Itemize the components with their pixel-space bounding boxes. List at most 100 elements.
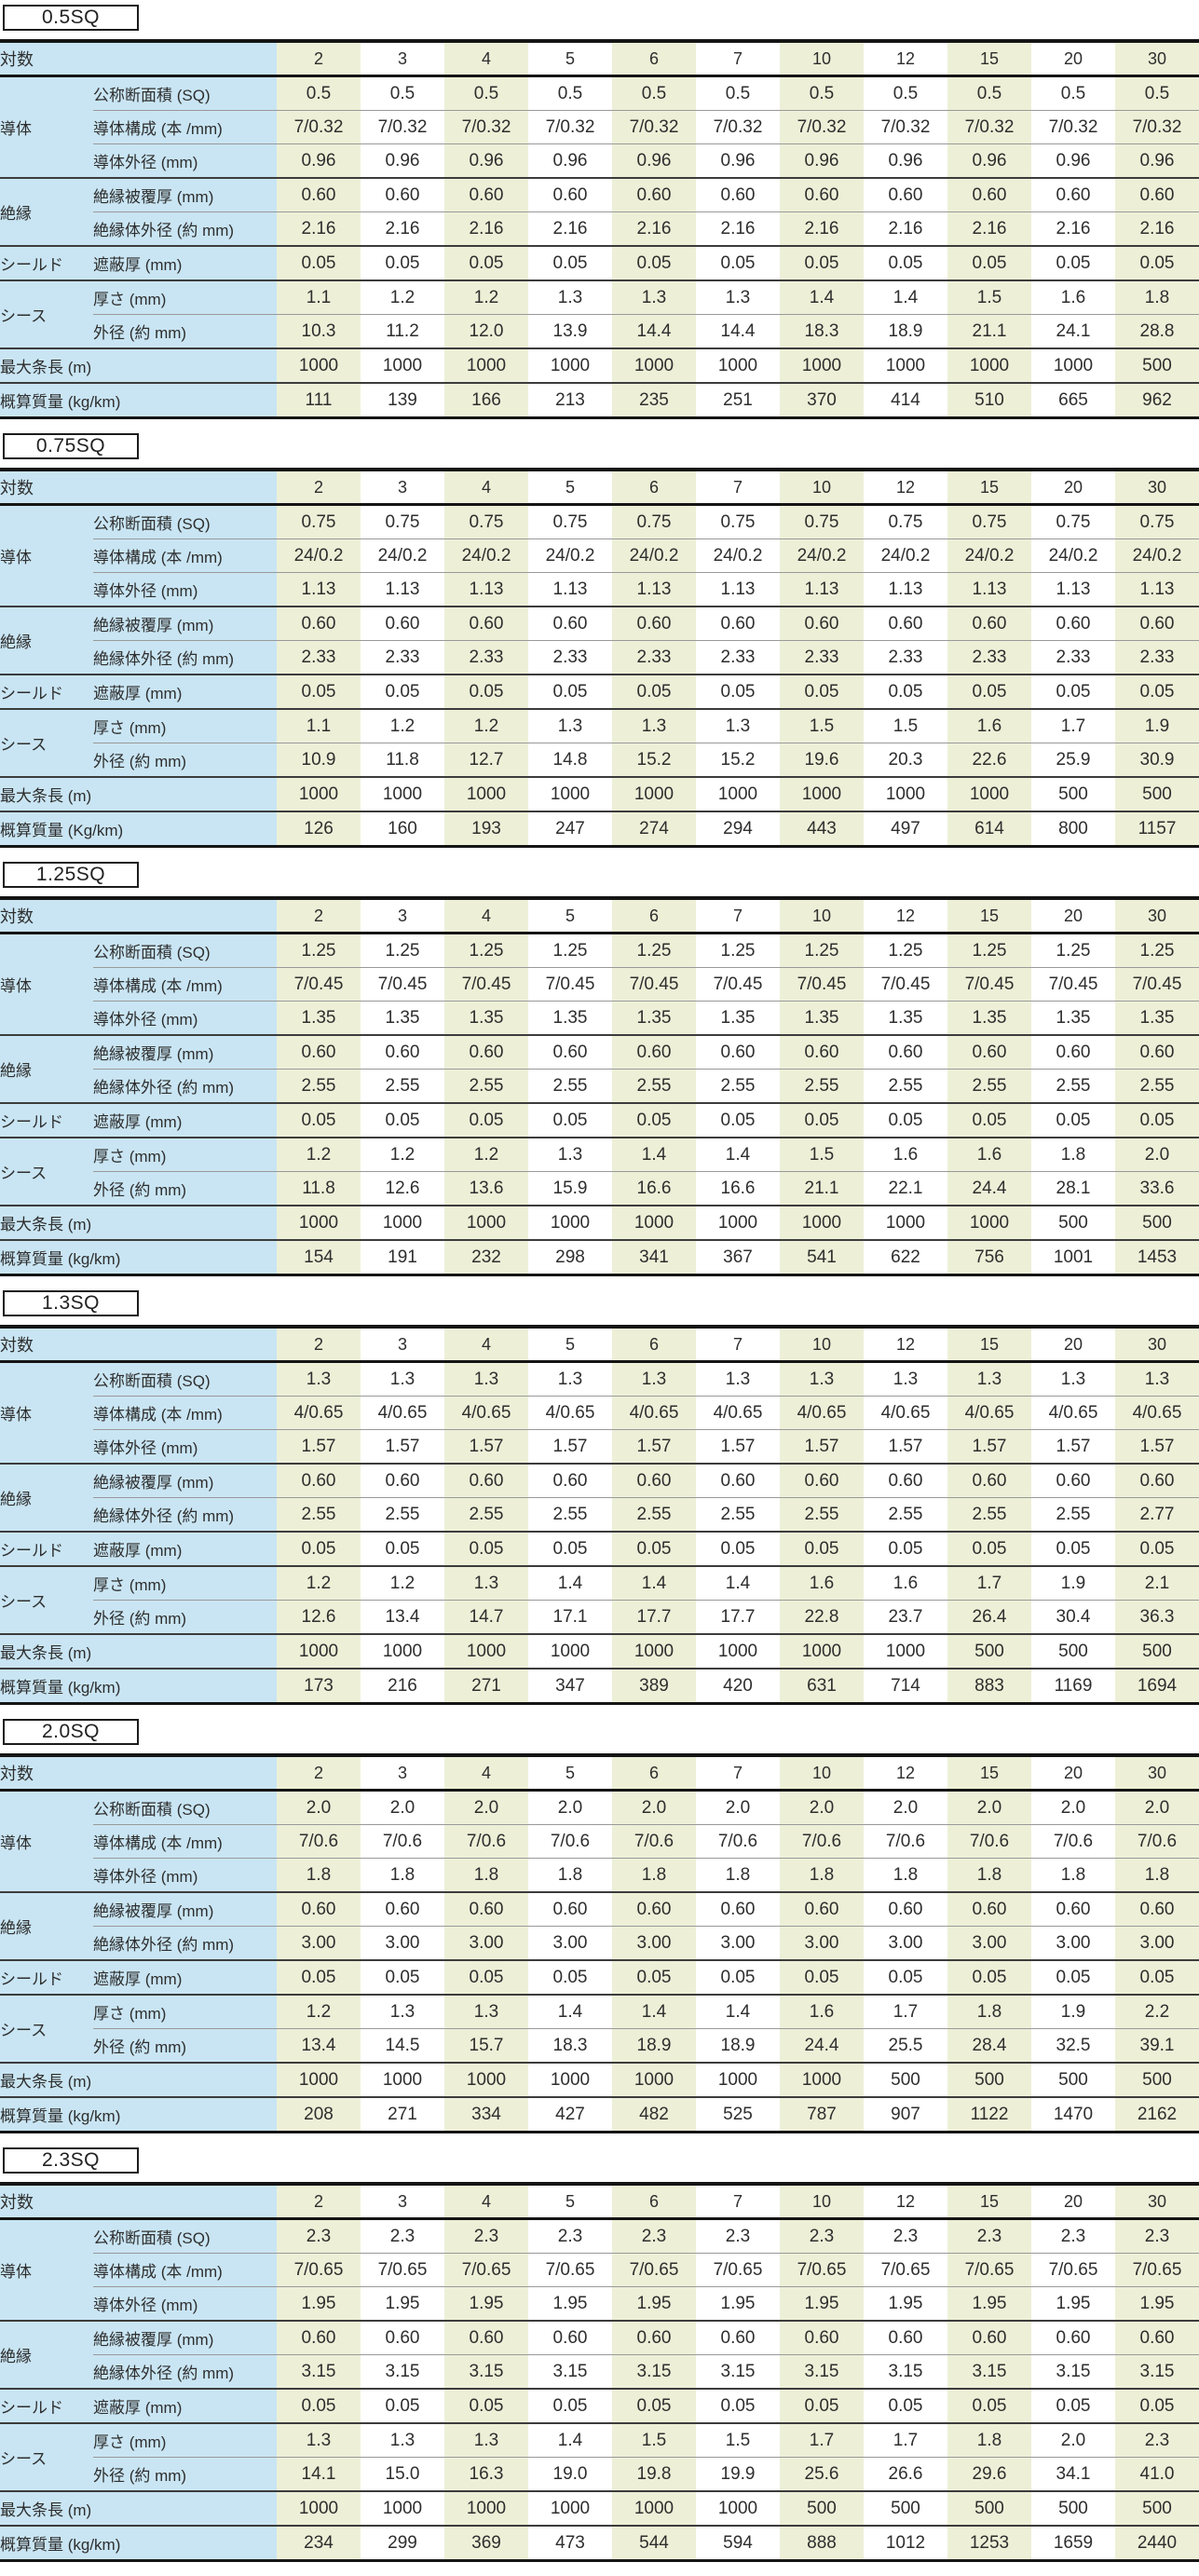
value-cell: 1.9 [1115, 708, 1199, 743]
value-cell: 191 [361, 1239, 444, 1275]
pair-header-label: 対数 [0, 470, 277, 506]
value-cell: 14.1 [277, 2457, 361, 2491]
row-label-cell: 最大条長 (m) [0, 1633, 277, 1669]
value-cell: 622 [864, 1239, 947, 1275]
value-cell: 500 [947, 2062, 1031, 2097]
value-cell: 18.9 [696, 2028, 780, 2063]
value-cell: 1000 [444, 1633, 528, 1669]
value-cell: 13.9 [528, 314, 612, 348]
value-cell: 0.05 [947, 1102, 1031, 1138]
pair-count-cell: 5 [528, 898, 612, 934]
value-cell: 0.05 [1115, 245, 1199, 280]
table-row: 概算質量 (kg/km) 234 299 369 473 544 594 888 1012 125… [0, 2525, 1199, 2561]
value-cell: 0.05 [277, 1531, 361, 1566]
pair-count-cell: 4 [444, 2184, 528, 2220]
group-label-cell: シース [0, 1994, 93, 2063]
row-label-cell: 最大条長 (m) [0, 1205, 277, 1240]
value-cell: 0.05 [696, 2388, 780, 2423]
value-cell: 1.8 [947, 1994, 1031, 2029]
value-cell: 0.05 [780, 1959, 864, 1995]
value-cell: 1.2 [444, 279, 528, 315]
value-cell: 1.95 [361, 2286, 444, 2321]
value-cell: 2.33 [1115, 640, 1199, 675]
value-cell: 1000 [696, 1205, 780, 1240]
value-cell: 7/0.45 [864, 967, 947, 1002]
table-row: 導体外径 (mm) 1.13 1.13 1.13 1.13 1.13 1.13 1.13 1.1… [0, 572, 1199, 607]
value-cell: 0.05 [612, 674, 696, 709]
value-cell: 7/0.45 [612, 967, 696, 1002]
table-title-box: 2.0SQ [3, 1719, 139, 1745]
value-cell: 0.05 [947, 1531, 1031, 1566]
value-cell: 1.95 [528, 2286, 612, 2321]
pair-count-cell: 30 [1115, 898, 1199, 934]
group-label-cell: 絶縁 [0, 1034, 93, 1103]
group-label-cell: 導体 [0, 2217, 93, 2321]
value-cell: 0.60 [444, 177, 528, 212]
value-cell: 298 [528, 1239, 612, 1275]
value-cell: 1.2 [361, 1565, 444, 1601]
value-cell: 12.7 [444, 743, 528, 777]
pair-count-cell: 3 [361, 470, 444, 506]
table-row: 導体構成 (本 /mm) 7/0.32 7/0.32 7/0.32 7/0.32 7/0.… [0, 110, 1199, 144]
value-cell: 251 [696, 382, 780, 418]
value-cell: 0.60 [1115, 177, 1199, 212]
value-cell: 2.55 [1115, 1069, 1199, 1103]
value-cell: 2.55 [780, 1069, 864, 1103]
value-cell: 370 [780, 382, 864, 418]
pair-count-cell: 15 [947, 1755, 1031, 1792]
row-label-cell: 公称断面積 (SQ) [93, 503, 277, 539]
value-cell: 3.00 [696, 1926, 780, 1960]
spec-section-1.25SQ: 1.25SQ 対数 2 3 4 5 6 7 10 12 15 20 30 導体 公称断面積 (SQ) 1.25… [0, 862, 1199, 1276]
value-cell: 2.3 [780, 2217, 864, 2254]
value-cell: 1.95 [277, 2286, 361, 2321]
value-cell: 126 [277, 811, 361, 847]
table-row: 外径 (約 mm) 13.4 14.5 15.7 18.3 18.9 18.9 24.4 25.… [0, 2028, 1199, 2063]
value-cell: 1694 [1115, 1668, 1199, 1704]
value-cell: 888 [780, 2525, 864, 2561]
value-cell: 1.3 [277, 2422, 361, 2458]
table-title-box: 1.25SQ [3, 862, 139, 888]
pair-count-cell: 15 [947, 898, 1031, 934]
value-cell: 2.55 [444, 1069, 528, 1103]
value-cell: 369 [444, 2525, 528, 2561]
value-cell: 1.2 [444, 1137, 528, 1172]
value-cell: 0.60 [780, 177, 864, 212]
value-cell: 1000 [696, 1633, 780, 1669]
value-cell: 13.4 [361, 1600, 444, 1634]
value-cell: 1000 [444, 2490, 528, 2526]
value-cell: 0.05 [528, 2388, 612, 2423]
value-cell: 0.60 [696, 1034, 780, 1070]
value-cell: 0.60 [1031, 1891, 1115, 1927]
value-cell: 0.60 [361, 606, 444, 641]
row-label-cell: 概算質量 (kg/km) [0, 1668, 277, 1704]
value-cell: 2.3 [1115, 2422, 1199, 2458]
value-cell: 1.95 [1115, 2286, 1199, 2321]
value-cell: 510 [947, 382, 1031, 418]
value-cell: 1.5 [947, 279, 1031, 315]
spec-table-1.25SQ: 対数 2 3 4 5 6 7 10 12 15 20 30 導体 公称断面積 (SQ) 1.25 1.25 1.… [0, 896, 1199, 1276]
spec-table-1.3SQ: 対数 2 3 4 5 6 7 10 12 15 20 30 導体 公称断面積 (SQ) 1.3 1.3 1.3 1… [0, 1325, 1199, 1705]
table-row: 絶縁 絶縁被覆厚 (mm) 0.60 0.60 0.60 0.60 0.60 0.60 0.60… [0, 177, 1199, 246]
value-cell: 0.60 [864, 1034, 947, 1070]
value-cell: 3.15 [361, 2354, 444, 2389]
value-cell: 2.16 [528, 211, 612, 246]
row-label-cell: 公称断面積 (SQ) [93, 75, 277, 111]
value-cell: 139 [361, 382, 444, 418]
value-cell: 2.3 [528, 2217, 612, 2254]
value-cell: 28.1 [1031, 1171, 1115, 1206]
value-cell: 7/0.32 [696, 110, 780, 144]
pair-header-row: 対数 2 3 4 5 6 7 10 12 15 20 30 [0, 1327, 1199, 1363]
row-label-cell: 外径 (約 mm) [93, 314, 277, 348]
value-cell: 1.3 [612, 1360, 696, 1397]
value-cell: 1.4 [612, 1565, 696, 1601]
row-label-cell: 導体外径 (mm) [93, 572, 277, 607]
value-cell: 20.3 [864, 743, 947, 777]
value-cell: 0.05 [277, 245, 361, 280]
value-cell: 7/0.32 [780, 110, 864, 144]
value-cell: 0.05 [444, 1102, 528, 1138]
value-cell: 7/0.45 [1031, 967, 1115, 1002]
value-cell: 3.00 [864, 1926, 947, 1960]
row-label-cell: 外径 (約 mm) [93, 743, 277, 777]
pair-count-cell: 3 [361, 2184, 444, 2220]
value-cell: 14.5 [361, 2028, 444, 2063]
